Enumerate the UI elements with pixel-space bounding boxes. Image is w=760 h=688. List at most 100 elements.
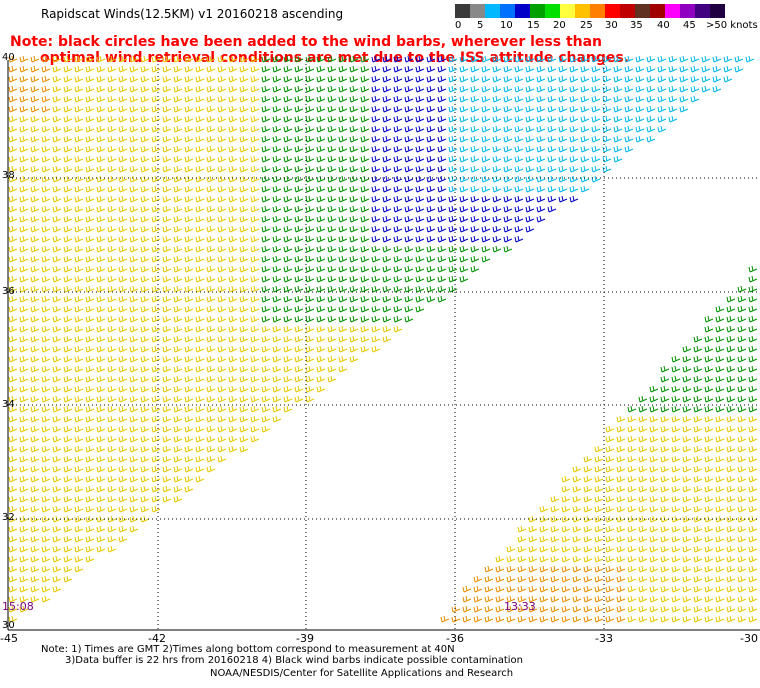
legend-label: 10 — [500, 20, 513, 31]
wind-barb — [690, 55, 700, 63]
wind-barb — [30, 355, 40, 363]
wind-barb — [74, 425, 84, 433]
wind-barb — [173, 85, 183, 93]
wind-barb — [580, 175, 590, 183]
wind-barb — [605, 455, 615, 463]
wind-barb — [96, 475, 106, 483]
wind-barb — [96, 315, 106, 323]
wind-barb — [162, 375, 172, 383]
wind-barb — [228, 175, 238, 183]
wind-barb — [462, 615, 472, 623]
wind-barb — [503, 145, 513, 153]
wind-barb — [184, 405, 194, 413]
wind-barb — [294, 305, 304, 313]
wind-barb — [184, 305, 194, 313]
wind-barb — [261, 425, 271, 433]
wind-barb — [250, 255, 260, 263]
wind-barb — [591, 135, 601, 143]
wind-barb — [85, 105, 95, 113]
wind-barb — [151, 85, 161, 93]
wind-barb — [118, 285, 128, 293]
wind-barb — [228, 355, 238, 363]
wind-barb — [85, 475, 95, 483]
wind-barb — [316, 115, 326, 123]
wind-barb — [415, 255, 425, 263]
wind-barb — [8, 525, 18, 533]
wind-barb — [627, 545, 637, 553]
wind-barb — [547, 195, 557, 203]
wind-barb — [52, 235, 62, 243]
wind-barb — [415, 65, 425, 73]
wind-barb — [52, 475, 62, 483]
wind-barb — [360, 185, 370, 193]
wind-barb — [715, 365, 725, 373]
wind-barb — [528, 555, 538, 563]
wind-barb — [107, 245, 117, 253]
wind-barb — [646, 95, 656, 103]
wind-barb — [195, 425, 205, 433]
wind-barb — [85, 425, 95, 433]
wind-barb — [151, 305, 161, 313]
wind-barb — [503, 195, 513, 203]
wind-barb — [583, 615, 593, 623]
wind-barb — [74, 65, 84, 73]
legend-swatch — [455, 4, 470, 18]
wind-barb — [85, 145, 95, 153]
wind-barb — [613, 55, 623, 63]
wind-barb — [272, 235, 282, 243]
wind-barb — [605, 475, 615, 483]
wind-barb — [261, 355, 271, 363]
wind-barb — [316, 165, 326, 173]
wind-barb — [206, 255, 216, 263]
wind-barb — [85, 235, 95, 243]
wind-barb — [74, 495, 84, 503]
wind-barb — [360, 335, 370, 343]
wind-barb — [393, 275, 403, 283]
wind-barb — [96, 455, 106, 463]
wind-barb — [649, 535, 659, 543]
wind-barb — [272, 275, 282, 283]
wind-barb — [184, 345, 194, 353]
wind-barb — [660, 495, 670, 503]
wind-barb — [118, 65, 128, 73]
wind-barb — [616, 585, 626, 593]
wind-barb — [338, 365, 348, 373]
wind-barb — [737, 575, 747, 583]
wind-barb — [140, 495, 150, 503]
wind-barb — [140, 395, 150, 403]
wind-barb — [338, 55, 348, 63]
wind-barb — [184, 485, 194, 493]
wind-barb — [547, 115, 557, 123]
wind-barb — [660, 445, 670, 453]
wind-barb — [74, 105, 84, 113]
wind-barb — [682, 355, 692, 363]
wind-barb — [638, 615, 648, 623]
wind-barb — [503, 115, 513, 123]
wind-barb — [481, 85, 491, 93]
wind-barb — [283, 395, 293, 403]
wind-barb — [74, 455, 84, 463]
wind-barb — [206, 455, 216, 463]
wind-barb — [704, 595, 714, 603]
wind-barb — [85, 255, 95, 263]
wind-barb — [525, 115, 535, 123]
wind-barb — [327, 65, 337, 73]
wind-barb — [294, 175, 304, 183]
wind-barb — [704, 535, 714, 543]
wind-barb — [693, 495, 703, 503]
wind-barb — [217, 135, 227, 143]
wind-barb — [206, 195, 216, 203]
wind-barb — [19, 155, 29, 163]
wind-barb — [140, 315, 150, 323]
wind-barb — [448, 195, 458, 203]
wind-barb — [206, 75, 216, 83]
pass-time-right: 13:33 — [504, 600, 536, 613]
wind-barb — [140, 485, 150, 493]
wind-barb — [118, 485, 128, 493]
wind-barb — [547, 95, 557, 103]
wind-barb — [173, 385, 183, 393]
wind-barb — [151, 275, 161, 283]
wind-barb — [118, 265, 128, 273]
wind-barb — [85, 125, 95, 133]
wind-barb — [726, 395, 736, 403]
